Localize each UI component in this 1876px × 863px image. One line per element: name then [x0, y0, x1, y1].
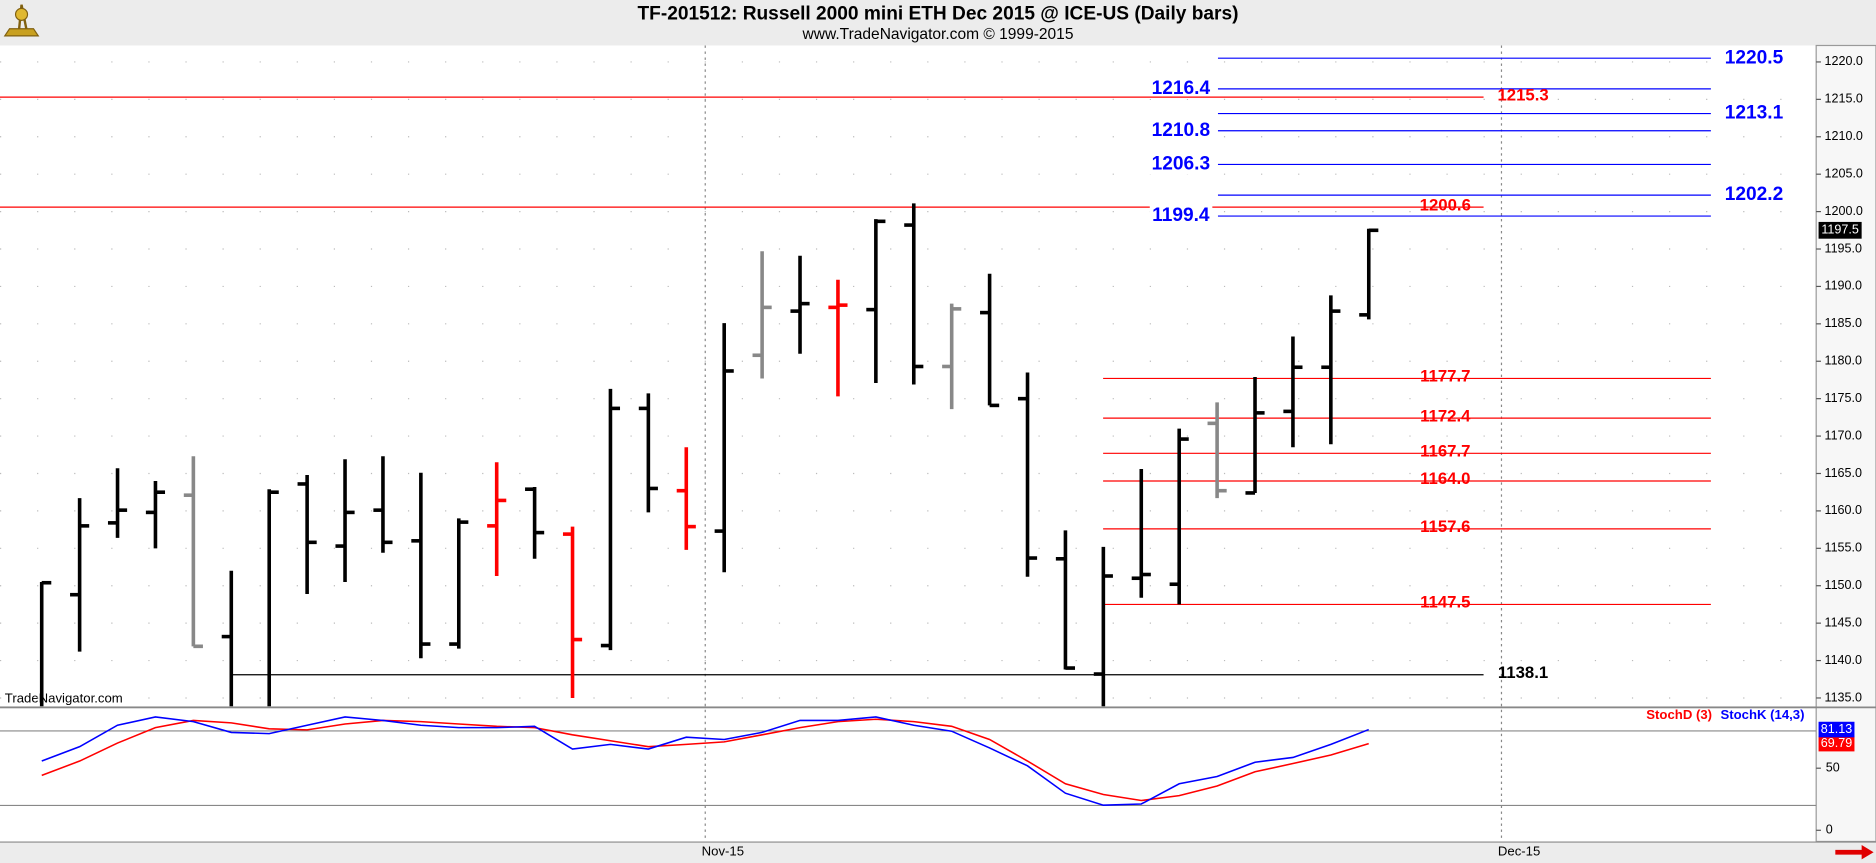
label-bg	[1149, 205, 1213, 227]
level-label: 1206.3	[1152, 154, 1210, 175]
level-label: 1210.8	[1152, 120, 1211, 141]
level-label: 1177.7	[1420, 367, 1470, 386]
last-value-box	[1818, 721, 1855, 738]
chart-subtitle: www.TradeNavigator.com © 1999-2015	[802, 26, 1074, 43]
logo	[3, 4, 40, 37]
y-tick-label: 1195.0	[1825, 241, 1862, 255]
last-price-box	[1818, 221, 1862, 239]
y-tick-label: 1215.0	[1825, 92, 1863, 106]
y-tick-label: 1175.0	[1825, 391, 1862, 405]
last-price-label: 1197.5	[1821, 223, 1858, 237]
level-label: 1164.0	[1420, 469, 1470, 488]
y-tick-label: 50	[1826, 761, 1840, 775]
y-tick-label: 1155.0	[1825, 541, 1862, 555]
label-bg	[1149, 119, 1213, 141]
stoch-line	[41, 716, 1369, 806]
y-tick-label: 1140.0	[1825, 653, 1862, 667]
level-label: 1220.5	[1725, 47, 1784, 68]
level-label: 1138.1	[1498, 663, 1548, 682]
level-label: 1215.3	[1497, 85, 1548, 104]
chart-title: TF-201512: Russell 2000 mini ETH Dec 201…	[637, 3, 1238, 24]
level-label: 1200.6	[1420, 195, 1471, 214]
y-tick-label: 0	[1826, 823, 1833, 837]
level-label: 1202.2	[1725, 184, 1783, 205]
level-label: 1199.4	[1152, 205, 1210, 226]
y-tick-label: 1185.0	[1825, 316, 1862, 330]
stoch-line	[41, 718, 1369, 802]
level-label: 1216.4	[1152, 78, 1211, 99]
y-tick-label: 1165.0	[1825, 466, 1862, 480]
y-tick-label: 1135.0	[1825, 690, 1862, 704]
level-label: 1157.6	[1420, 517, 1470, 536]
y-tick-label: 1190.0	[1825, 279, 1862, 293]
last-value-box	[1818, 735, 1855, 752]
level-label: 1213.1	[1725, 103, 1784, 124]
last-value-label: 69.79	[1821, 736, 1852, 750]
y-tick-label: 1210.0	[1825, 129, 1863, 143]
y-tick-label: 1205.0	[1825, 166, 1863, 180]
level-label: 1167.7	[1420, 442, 1470, 461]
price-panel	[0, 45, 1817, 707]
grid	[0, 45, 1821, 842]
level-label: 1147.5	[1420, 593, 1470, 612]
y-tick-label: 1180.0	[1825, 354, 1862, 368]
level-label: 1172.4	[1420, 406, 1471, 425]
y-tick-label: 1220.0	[1825, 54, 1863, 68]
stoch-axis	[0, 730, 1821, 831]
label-bg	[1149, 77, 1213, 99]
y-tick-label: 1160.0	[1825, 503, 1862, 517]
y-tick-label: 1150.0	[1825, 578, 1862, 592]
y-tick-label: 1145.0	[1825, 615, 1862, 629]
label-bg	[1722, 184, 1786, 206]
watermark: TradeNavigator.com	[5, 690, 123, 705]
x-tick-label: Nov-15	[702, 844, 744, 859]
scroll-arrow[interactable]	[1835, 845, 1874, 860]
right-axis	[1815, 44, 1876, 843]
price-bars	[39, 203, 1379, 707]
levels: 1220.5 1216.4 1215.3 1213.1 1210.8 1206.3 1202…	[0, 47, 1786, 682]
last-value-label: 81.13	[1821, 722, 1852, 736]
label-bg	[1722, 102, 1786, 124]
y-tick-label: 1170.0	[1825, 428, 1862, 442]
y-tick-label: 1200.0	[1825, 204, 1863, 218]
x-tick-label: Dec-15	[1498, 844, 1540, 859]
legend-entry: StochD (3)	[1646, 707, 1712, 722]
stoch-lines	[41, 716, 1369, 806]
label-bg	[1149, 153, 1213, 175]
legend-entry: StochK (14,3)	[1720, 707, 1804, 722]
label-bg	[1722, 47, 1786, 69]
